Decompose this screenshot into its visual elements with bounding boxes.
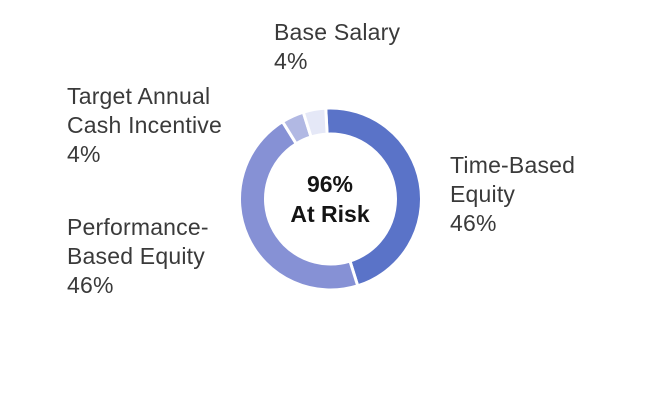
label-time-based-equity: Time-Based Equity 46% bbox=[450, 152, 576, 236]
donut-slice-base-salary bbox=[301, 106, 329, 139]
donut-center-label: 96% At Risk bbox=[290, 171, 370, 227]
label-target-annual-cash-incentive: Target Annual Cash Incentive 4% bbox=[67, 83, 222, 167]
label-performance-based-equity: Performance- Based Equity 46% bbox=[67, 214, 209, 298]
donut-slice-performance-based-equity bbox=[238, 119, 360, 292]
label-base-salary: Base Salary 4% bbox=[274, 19, 401, 74]
donut-slice-time-based-equity bbox=[324, 106, 423, 288]
